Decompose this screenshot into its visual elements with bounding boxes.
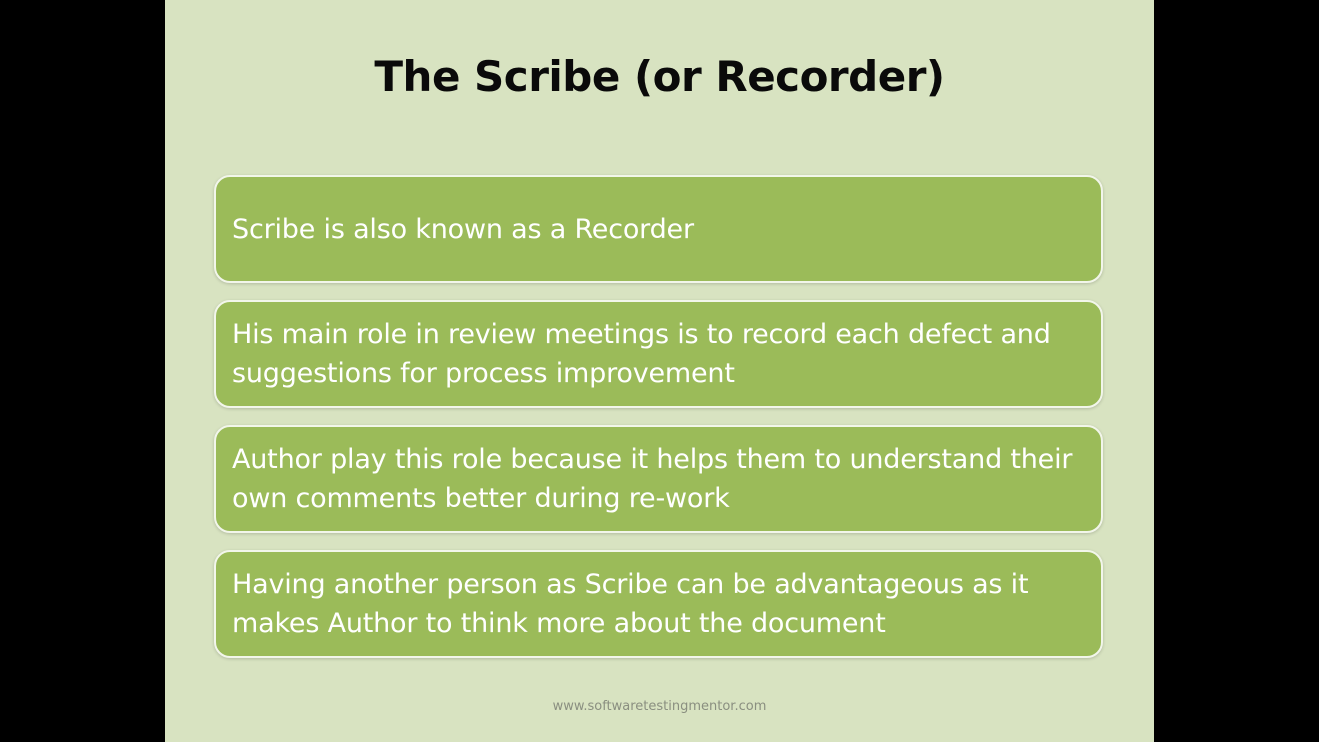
bullet-text: Author play this role because it helps t… (232, 444, 1073, 514)
bullet-card: His main role in review meetings is to r… (214, 300, 1103, 408)
bullet-text: Scribe is also known as a Recorder (232, 213, 694, 245)
slide-title: The Scribe (or Recorder) (374, 52, 945, 101)
footer-url: www.softwaretestingmentor.com (552, 699, 767, 714)
bullet-card: Having another person as Scribe can be a… (214, 550, 1103, 658)
bullet-text: His main role in review meetings is to r… (232, 319, 1051, 389)
bullet-text: Having another person as Scribe can be a… (232, 569, 1029, 639)
presentation-slide: The Scribe (or Recorder) Scribe is also … (165, 0, 1154, 742)
bullet-card: Author play this role because it helps t… (214, 425, 1103, 533)
bullet-card: Scribe is also known as a Recorder (214, 175, 1103, 283)
